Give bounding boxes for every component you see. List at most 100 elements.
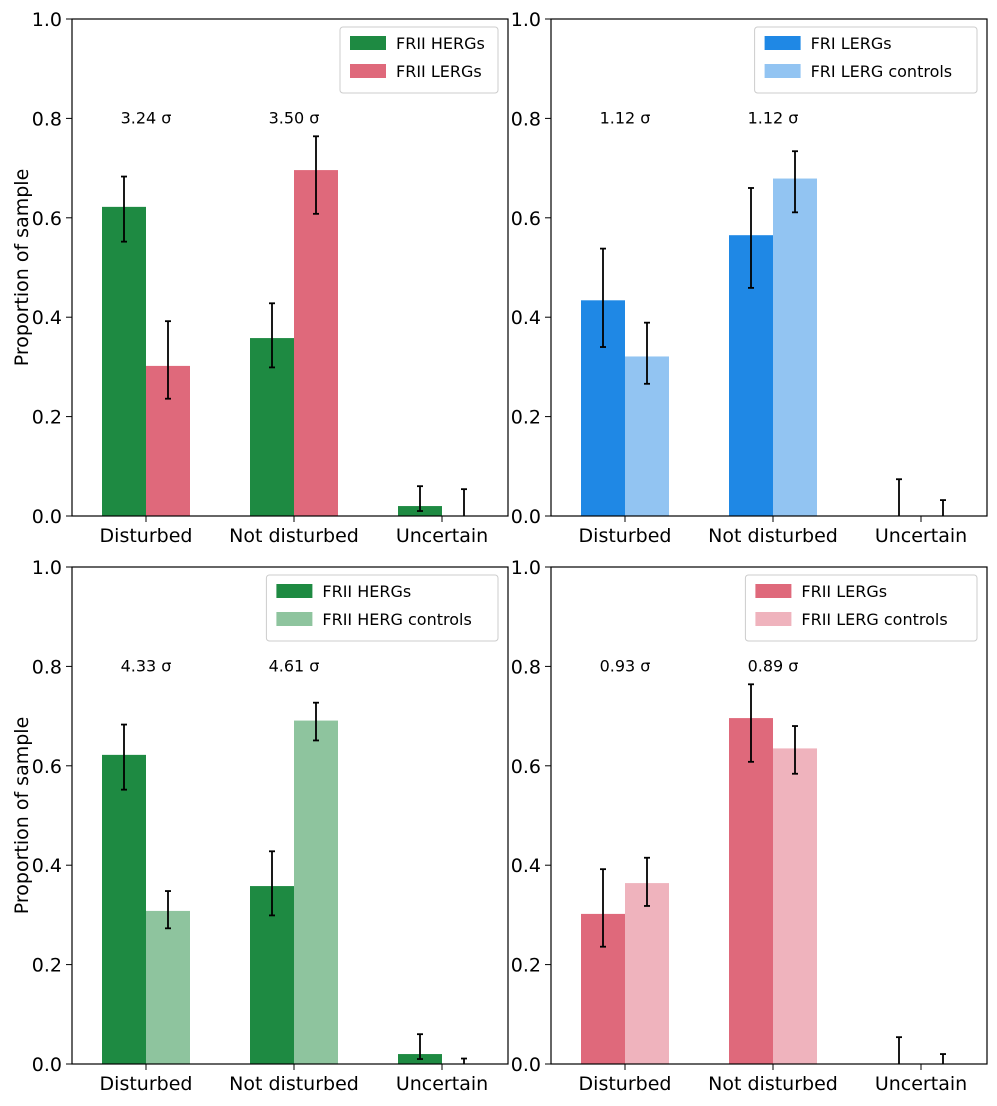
significance-annotation: 4.61 σ	[269, 656, 320, 675]
x-tick-label: Disturbed	[100, 1073, 193, 1095]
error-bar	[417, 1033, 423, 1060]
y-tick-label: 0.2	[32, 407, 62, 429]
plot-frame	[550, 18, 988, 517]
y-tick-label: 0.8	[32, 108, 62, 130]
legend-swatch	[276, 584, 313, 598]
significance-annotation: 0.89 σ	[748, 656, 799, 675]
y-tick-label: 0.6	[511, 756, 541, 778]
error-bar	[940, 499, 946, 516]
x-tick-label: Disturbed	[579, 1073, 672, 1095]
legend: FRII HERGs FRII LERGs	[339, 26, 499, 94]
y-tick-label: 1.0	[511, 9, 541, 31]
x-tick-label: Not disturbed	[229, 1073, 359, 1095]
error-bar	[792, 150, 798, 214]
error-bar	[600, 868, 606, 948]
legend-swatch	[276, 612, 313, 626]
legend-label: FRI LERG controls	[811, 62, 953, 81]
error-bar	[269, 302, 275, 369]
error-bar	[313, 701, 319, 742]
error-bar	[165, 320, 171, 400]
legend-label: FRI LERGs	[811, 34, 892, 53]
y-tick-label: 0.4	[32, 855, 62, 877]
x-tick-label: Not disturbed	[708, 1073, 838, 1095]
bar-b-not-disturbed	[773, 178, 817, 517]
legend-label: FRII HERG controls	[322, 610, 471, 629]
bar-b-disturbed	[146, 910, 190, 1064]
error-bar	[461, 1057, 467, 1064]
legend-label: FRII LERG controls	[801, 610, 947, 629]
legend-swatch	[755, 584, 792, 598]
plot-frame	[71, 18, 509, 517]
y-tick-label: 0.8	[511, 656, 541, 678]
y-tick-label: 0.4	[511, 855, 541, 877]
plot-frame	[550, 566, 988, 1065]
error-bar	[896, 478, 902, 516]
error-bar	[121, 723, 127, 791]
x-tick-label: Not disturbed	[708, 525, 838, 547]
error-bar	[644, 321, 650, 385]
error-bar	[313, 135, 319, 215]
error-bar	[748, 683, 754, 763]
error-bar	[792, 725, 798, 775]
significance-annotation: 0.93 σ	[600, 656, 651, 675]
y-tick-label: 0.0	[511, 506, 541, 528]
bar-a-disturbed	[102, 206, 146, 516]
y-tick-label: 1.0	[32, 9, 62, 31]
x-tick-label: Disturbed	[579, 525, 672, 547]
y-axis-label: Proportion of sample	[11, 717, 33, 915]
error-bar	[417, 485, 423, 512]
legend: FRII LERGs FRII LERG controls	[744, 574, 978, 642]
x-tick-label: Uncertain	[396, 1073, 488, 1095]
y-axis-label: Proportion of sample	[11, 169, 33, 367]
plot-frame	[71, 566, 509, 1065]
x-tick-label: Not disturbed	[229, 525, 359, 547]
bar-a-not-disturbed	[729, 718, 773, 1064]
legend-label: FRII HERGs	[396, 34, 485, 53]
y-tick-label: 0.2	[32, 955, 62, 977]
legend-swatch	[764, 64, 801, 78]
x-tick-label: Uncertain	[396, 525, 488, 547]
significance-annotation: 3.24 σ	[121, 108, 172, 127]
legend-swatch	[350, 64, 386, 78]
error-bar	[461, 488, 467, 516]
x-tick-label: Disturbed	[100, 525, 193, 547]
chart-panel-top-right: 0.0 0.2 0.4 0.6 0.8 1.0 Disturbed Not disturbed…	[511, 9, 988, 547]
significance-annotation: 4.33 σ	[121, 656, 172, 675]
significance-annotation: 3.50 σ	[269, 108, 320, 127]
legend-swatch	[764, 36, 801, 50]
error-bar	[165, 890, 171, 930]
legend-label: FRII HERGs	[322, 582, 411, 601]
bar-b-disturbed	[625, 883, 669, 1064]
y-tick-label: 0.0	[32, 1054, 62, 1076]
error-bar	[644, 856, 650, 907]
y-tick-label: 0.4	[511, 307, 541, 329]
legend-label: FRII LERGs	[801, 582, 887, 601]
y-tick-label: 0.0	[32, 506, 62, 528]
legend: FRII HERGs FRII HERG controls	[265, 574, 499, 642]
y-tick-label: 0.4	[32, 307, 62, 329]
y-tick-label: 0.8	[511, 108, 541, 130]
significance-annotation: 1.12 σ	[748, 108, 799, 127]
error-bar	[896, 1036, 902, 1064]
legend-swatch	[755, 612, 792, 626]
x-tick-label: Uncertain	[875, 1073, 967, 1095]
y-tick-label: 0.0	[511, 1054, 541, 1076]
chart-panel-bottom-right: 0.0 0.2 0.4 0.6 0.8 1.0 Disturbed Not disturbed…	[511, 557, 988, 1095]
error-bar	[748, 187, 754, 289]
bar-b-not-disturbed	[773, 748, 817, 1064]
y-tick-label: 0.2	[511, 407, 541, 429]
error-bar	[121, 175, 127, 243]
error-bar	[940, 1053, 946, 1064]
x-tick-label: Uncertain	[875, 525, 967, 547]
y-tick-label: 0.6	[32, 756, 62, 778]
bar-b-not-disturbed	[294, 170, 338, 516]
y-tick-label: 0.2	[511, 955, 541, 977]
error-bar	[269, 850, 275, 917]
significance-annotation: 1.12 σ	[600, 108, 651, 127]
y-tick-label: 1.0	[511, 557, 541, 579]
legend-label: FRII LERGs	[396, 62, 482, 81]
legend-swatch	[350, 36, 386, 50]
chart-panel-bottom-left: 0.0 0.2 0.4 0.6 0.8 1.0 Disturbed Not disturbed…	[11, 557, 509, 1095]
y-tick-label: 0.6	[511, 208, 541, 230]
